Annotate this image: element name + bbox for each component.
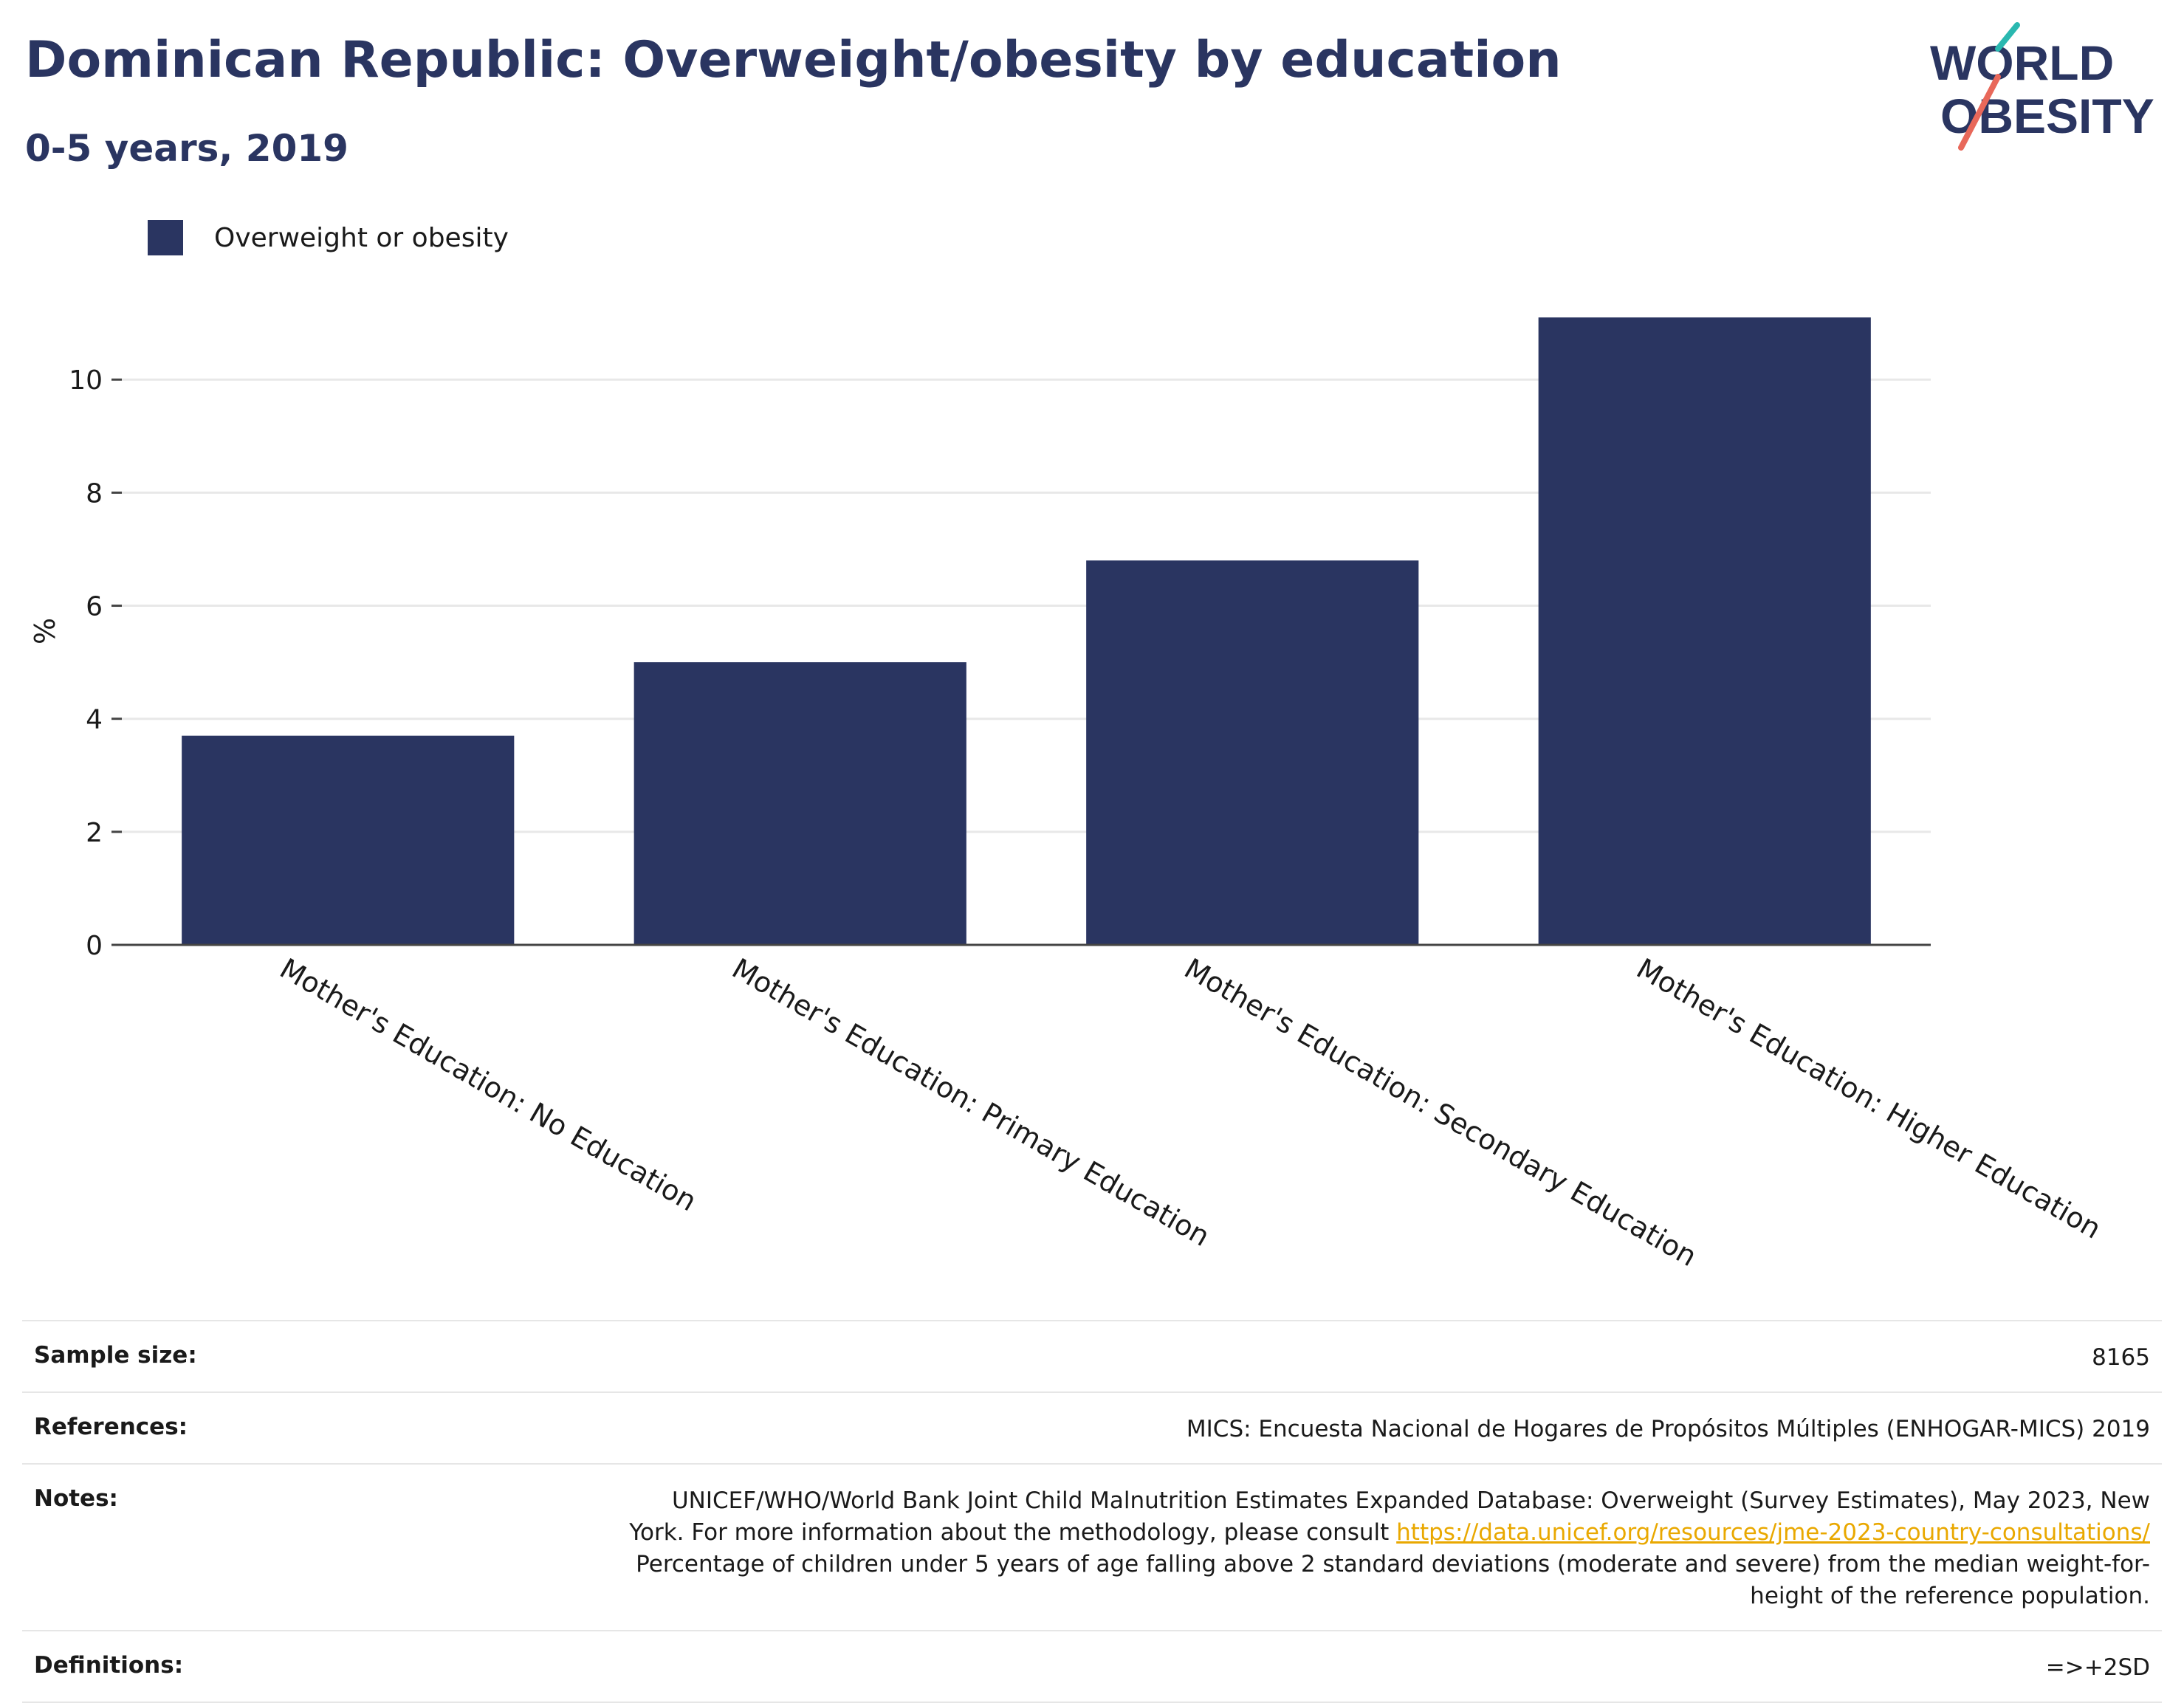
bar (1086, 560, 1419, 945)
y-tick-label: 10 (69, 365, 103, 396)
notes-text-after: Percentage of children under 5 years of … (636, 1551, 2150, 1609)
x-tick-label: Mother's Education: Primary Education (727, 952, 1215, 1253)
footer-row-sample-size: Sample size: 8165 (22, 1320, 2162, 1391)
chart-bars (182, 317, 1871, 945)
definitions-label: Definitions: (34, 1652, 184, 1679)
y-tick-label: 4 (86, 705, 103, 735)
logo-slash-teal (1995, 22, 2020, 52)
legend-label: Overweight or obesity (214, 222, 509, 253)
x-axis-labels: Mother's Education: No Education Mother's… (275, 952, 2106, 1273)
bar (1538, 317, 1871, 945)
notes-text-before: UNICEF/WHO/World Bank Joint Child Malnut… (629, 1487, 2150, 1546)
x-tick-label: Mother's Education: Higher Education (1631, 952, 2106, 1245)
y-tick-label: 0 (86, 931, 103, 961)
legend-swatch (148, 220, 183, 255)
notes-label: Notes: (34, 1485, 118, 1512)
footer-row-notes: Notes: UNICEF/WHO/World Bank Joint Child… (22, 1463, 2162, 1630)
bar (182, 735, 515, 945)
chart-legend: Overweight or obesity (148, 220, 509, 255)
y-tick-label: 2 (86, 818, 103, 848)
sample-size-label: Sample size: (34, 1342, 197, 1369)
logo-slash-coral (1958, 74, 2001, 151)
chart-footer: Sample size: 8165 References: MICS: Encu… (22, 1320, 2162, 1703)
logo-line2: OBESITY (1940, 89, 2154, 143)
y-tick-label: 8 (86, 478, 103, 509)
page-title: Dominican Republic: Overweight/obesity b… (25, 31, 1562, 89)
world-obesity-logo: WORLD OBESITY (1930, 22, 2154, 151)
x-tick-label: Mother's Education: No Education (275, 952, 702, 1218)
logo-line1: WORLD (1930, 35, 2114, 90)
references-value: MICS: Encuesta Nacional de Hogares de Pr… (1186, 1416, 2150, 1442)
y-axis-label: % (29, 618, 61, 644)
definitions-value: =>+2SD (2045, 1654, 2150, 1681)
notes-value: UNICEF/WHO/World Bank Joint Child Malnut… (614, 1485, 2150, 1612)
sample-size-value: 8165 (2092, 1344, 2150, 1371)
bar-chart: 0 2 4 6 8 10 Mother's Education: No Education… (29, 317, 2106, 1273)
x-tick-label: Mother's Education: Secondary Education (1179, 952, 1703, 1273)
notes-link[interactable]: https://data.unicef.org/resources/jme-20… (1396, 1519, 2150, 1546)
references-label: References: (34, 1414, 188, 1440)
y-tick-label: 6 (86, 592, 103, 622)
page-subtitle: 0-5 years, 2019 (25, 127, 348, 170)
y-axis-ticks: 0 2 4 6 8 10 (69, 365, 122, 961)
footer-row-definitions: Definitions: =>+2SD (22, 1630, 2162, 1703)
footer-row-references: References: MICS: Encuesta Nacional de H… (22, 1391, 2162, 1463)
bar (633, 662, 966, 945)
